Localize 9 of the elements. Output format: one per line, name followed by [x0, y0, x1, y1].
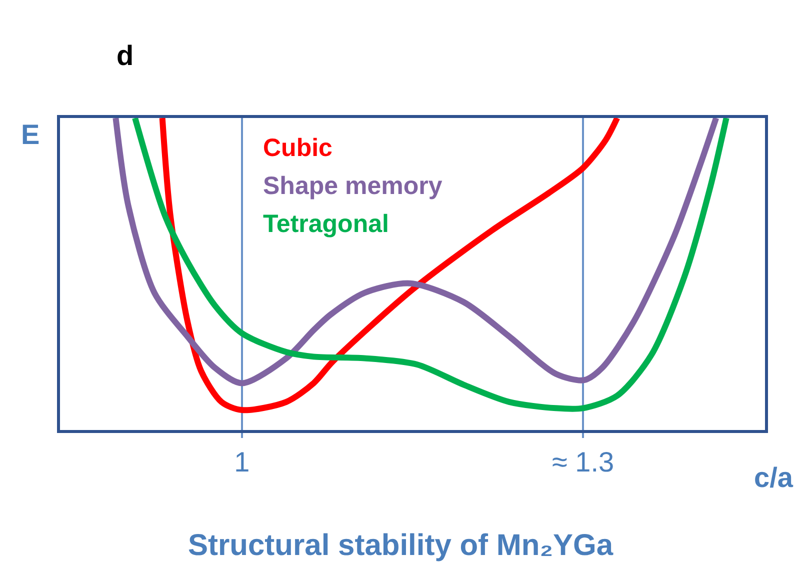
x-tick-label: 1 — [234, 446, 250, 478]
text: Tetragonal — [263, 210, 389, 238]
text: Cubic — [263, 134, 333, 162]
y-axis-title: E — [21, 119, 40, 150]
text: Shape memory — [263, 172, 442, 200]
x-axis-title: c/a — [754, 462, 794, 493]
chart-title: d — [116, 40, 134, 71]
x-tick-label: ≈ 1.3 — [552, 446, 614, 478]
text: Structural stability of Mn₂YGa — [188, 529, 614, 562]
